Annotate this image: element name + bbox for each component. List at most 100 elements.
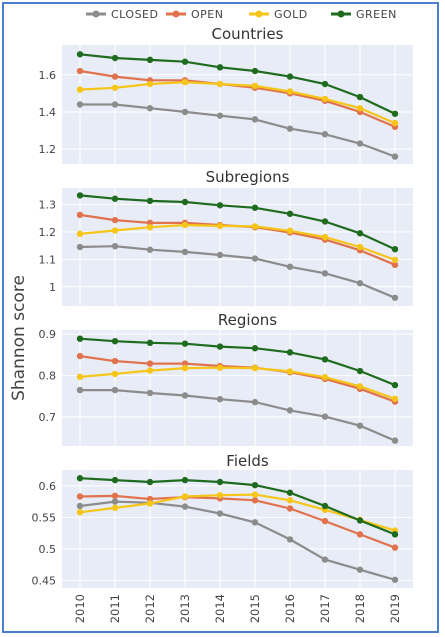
data-point-closed	[321, 556, 329, 563]
data-point-open	[76, 352, 84, 360]
data-point-closed	[356, 422, 364, 429]
data-point-green	[321, 80, 329, 88]
data-point-closed	[181, 503, 189, 510]
y-tick-label: 0.45	[32, 574, 57, 587]
data-point-green	[181, 340, 189, 347]
series-green	[76, 51, 399, 117]
data-point-green	[216, 64, 224, 71]
data-point-gold	[111, 227, 119, 234]
data-point-green	[391, 110, 399, 117]
legend-label-open: OPEN	[191, 8, 223, 21]
data-point-gold	[146, 80, 154, 88]
data-point-open	[76, 211, 84, 219]
data-point-gold	[216, 80, 224, 88]
series-closed	[76, 242, 399, 301]
data-point-green	[356, 517, 364, 524]
x-tick-label: 2012	[143, 594, 157, 623]
data-point-closed	[146, 105, 154, 112]
data-point-green	[391, 245, 399, 253]
series-line-green	[79, 337, 396, 387]
data-point-open	[391, 261, 399, 269]
y-tick-label: 0.7	[39, 411, 57, 424]
series-line-closed	[79, 500, 396, 581]
series-closed	[76, 101, 399, 160]
data-point-gold	[356, 383, 364, 390]
data-point-gold	[321, 374, 329, 381]
data-point-closed	[251, 519, 259, 526]
series-line-closed	[80, 389, 396, 442]
data-point-green	[391, 531, 399, 538]
panel-title: Regions	[218, 311, 277, 329]
data-point-green	[216, 478, 224, 486]
panel-title: Fields	[226, 452, 269, 470]
data-point-open	[286, 505, 294, 512]
data-point-closed	[111, 386, 119, 394]
data-point-green	[286, 489, 294, 496]
data-point-green	[321, 356, 329, 363]
data-point-open	[391, 544, 399, 551]
data-point-gold	[356, 105, 364, 112]
x-tick-label: 2010	[73, 594, 87, 623]
y-tick-label: 0.55	[32, 511, 57, 524]
series-line-gold	[79, 81, 396, 125]
data-point-closed	[111, 498, 119, 505]
data-point-closed	[181, 108, 189, 116]
data-point-closed	[76, 502, 84, 510]
data-point-closed	[356, 280, 364, 287]
series-gold	[76, 78, 399, 127]
data-point-open	[146, 219, 154, 227]
y-tick-label: 0.8	[39, 370, 57, 383]
panels: 1.2 1.4 1.6 Countries 1 1.1 1.2 1.3 Subregions 0.…	[32, 25, 413, 588]
data-point-open	[146, 495, 154, 503]
data-point-gold	[321, 233, 329, 241]
panel-fields: 0.45 0.5 0.55 0.6 Fields	[32, 452, 413, 588]
data-point-gold	[146, 500, 154, 507]
legend-label-gold: GOLD	[274, 8, 308, 21]
series-line-gold	[79, 493, 396, 532]
legend-marker-closed	[92, 10, 100, 18]
data-point-green	[181, 476, 189, 484]
data-point-gold	[216, 364, 224, 371]
data-point-green	[111, 476, 119, 484]
data-point-closed	[356, 140, 364, 147]
series-closed	[76, 498, 399, 583]
data-point-gold	[181, 493, 189, 500]
data-point-green	[251, 67, 259, 75]
data-point-green	[76, 51, 84, 58]
y-tick-label: 0.6	[39, 480, 57, 493]
data-point-green	[76, 335, 84, 342]
data-point-green	[216, 202, 224, 209]
series-green	[76, 335, 399, 389]
data-point-closed	[286, 125, 294, 132]
y-tick-label: 0.9	[39, 328, 57, 341]
panel-title: Countries	[212, 25, 284, 43]
data-point-gold	[76, 509, 84, 516]
y-tick-label: 1.3	[39, 198, 57, 211]
data-point-gold	[76, 86, 84, 93]
data-point-closed	[111, 242, 119, 250]
data-point-green	[286, 73, 294, 80]
data-point-gold	[286, 88, 294, 95]
data-point-gold	[181, 78, 189, 86]
data-point-open	[251, 497, 259, 504]
series-line-green	[79, 477, 396, 536]
data-point-closed	[251, 398, 259, 406]
data-point-green	[146, 56, 154, 64]
data-point-green	[216, 343, 224, 350]
data-point-open	[76, 493, 84, 500]
data-point-gold	[286, 497, 294, 504]
data-point-gold	[146, 367, 154, 374]
x-tick-label: 2015	[248, 594, 262, 623]
data-point-gold	[251, 223, 259, 230]
data-point-open	[111, 73, 119, 80]
data-point-green	[286, 349, 294, 356]
data-point-closed	[321, 270, 329, 277]
data-point-open	[111, 492, 119, 500]
data-point-open	[76, 67, 84, 75]
data-point-closed	[76, 386, 84, 394]
data-point-gold	[391, 395, 399, 402]
legend-marker-gold	[255, 10, 263, 18]
series-line-green	[79, 194, 396, 251]
data-point-closed	[216, 395, 224, 403]
data-point-gold	[251, 364, 259, 372]
